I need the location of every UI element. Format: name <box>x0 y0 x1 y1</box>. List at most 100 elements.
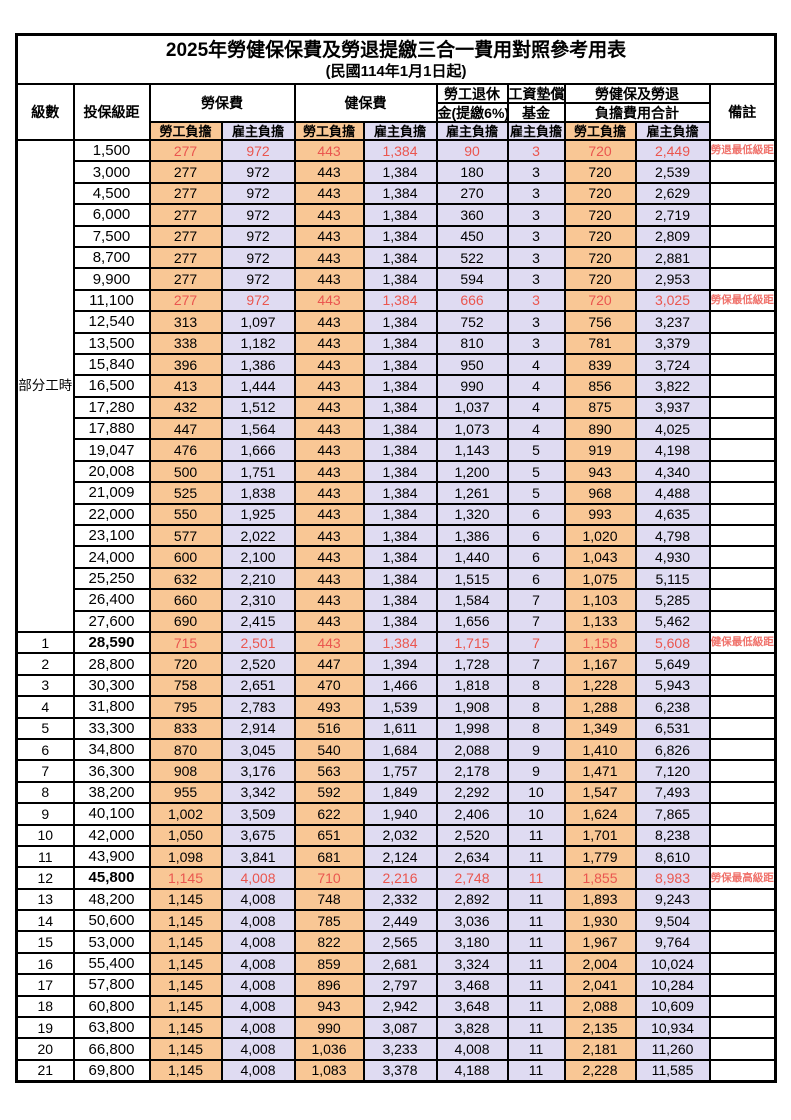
remark-cell <box>708 1015 777 1040</box>
wage-fund-employer-cell: 6 <box>506 524 566 548</box>
remark-cell <box>708 609 777 634</box>
health-ins-employee-cell: 443 <box>293 481 365 505</box>
table-row: 7,500 277 972 443 1,384 450 3 720 2,809 <box>17 224 777 248</box>
health-ins-employee-cell: 443 <box>293 245 365 270</box>
wage-fund-employer-cell: 11 <box>506 930 566 954</box>
wage-fund-employer-cell: 11 <box>506 1015 566 1040</box>
level-cell: 1 <box>15 630 75 655</box>
level-cell: 2 <box>15 652 75 676</box>
health-ins-employee-cell: 443 <box>293 374 365 398</box>
labor-ins-employer-cell: 2,783 <box>220 695 296 719</box>
labor-ins-employer-cell: 972 <box>220 267 296 291</box>
health-ins-employer-cell: 1,384 <box>362 481 438 505</box>
labor-ins-employee-cell: 1,145 <box>148 866 223 890</box>
labor-ins-employer-cell: 3,045 <box>220 737 296 762</box>
remark-cell <box>708 352 777 377</box>
total-employee-cell: 1,133 <box>563 609 637 634</box>
table-row: 27,600 690 2,415 443 1,384 1,656 7 1,133 5,462 <box>17 609 777 634</box>
labor-ins-employee-cell: 715 <box>148 630 223 655</box>
labor-ins-employer-cell: 4,008 <box>220 887 296 912</box>
total-employer-cell: 2,539 <box>634 160 711 184</box>
level-cell: 19 <box>15 1015 75 1040</box>
level-cell: 13 <box>15 887 75 912</box>
health-ins-employee-cell: 443 <box>293 395 365 420</box>
wage-fund-employer-cell: 11 <box>506 866 566 890</box>
bracket-cell: 28,590 <box>72 630 151 655</box>
remark-cell: 健保最低級距 <box>708 630 777 655</box>
bracket-cell: 17,280 <box>72 395 151 420</box>
subheader-labor-employee: 勞工負擔 <box>148 121 223 141</box>
health-ins-employee-cell: 443 <box>293 609 365 634</box>
health-ins-employer-cell: 1,384 <box>362 181 438 206</box>
total-employee-cell: 2,088 <box>563 994 637 1019</box>
remark-cell <box>708 267 777 291</box>
labor-ins-employee-cell: 1,145 <box>148 951 223 976</box>
table-row: 3 30,300 758 2,651 470 1,466 1,818 8 1,228 5,943 <box>15 673 777 698</box>
level-cell: 12 <box>15 866 75 890</box>
labor-ins-employee-cell: 338 <box>148 331 223 355</box>
table-row: 9 40,100 1,002 3,509 622 1,940 2,406 10 1,624 7,8… <box>15 802 777 826</box>
health-ins-employee-cell: 443 <box>293 160 365 184</box>
bracket-cell: 21,009 <box>72 481 151 505</box>
labor-ins-employer-cell: 972 <box>220 288 296 313</box>
health-ins-employee-cell: 592 <box>293 780 365 805</box>
col-header-wage-fund-line2: 基金 <box>506 102 566 123</box>
total-employee-cell: 781 <box>563 331 637 355</box>
wage-fund-employer-cell: 4 <box>506 374 566 398</box>
wage-fund-employer-cell: 10 <box>506 802 566 826</box>
labor-ins-employer-cell: 1,097 <box>220 310 296 334</box>
bracket-cell: 57,800 <box>72 973 151 997</box>
level-cell: 9 <box>15 802 75 826</box>
table-row: 8,700 277 972 443 1,384 522 3 720 2,881 <box>17 245 777 270</box>
bracket-cell: 48,200 <box>72 887 151 912</box>
labor-ins-employee-cell: 577 <box>148 524 223 548</box>
level-cell: 11 <box>15 844 75 869</box>
level-cell: 5 <box>15 716 75 740</box>
labor-ins-employer-cell: 2,651 <box>220 673 296 698</box>
total-employee-cell: 2,135 <box>563 1015 637 1040</box>
remark-cell: 勞退最低級距 <box>708 138 777 163</box>
level-cell: 16 <box>15 951 75 976</box>
level-cell: 6 <box>15 737 75 762</box>
total-employee-cell: 943 <box>563 459 637 484</box>
wage-fund-employer-cell: 6 <box>506 545 566 569</box>
labor-ins-employee-cell: 1,145 <box>148 1058 223 1083</box>
total-employer-cell: 4,798 <box>634 524 711 548</box>
health-ins-employer-cell: 1,466 <box>362 673 438 698</box>
health-ins-employer-cell: 1,384 <box>362 459 438 484</box>
bracket-cell: 22,000 <box>72 502 151 527</box>
total-employee-cell: 2,041 <box>563 973 637 997</box>
level-cell: 15 <box>15 930 75 954</box>
labor-ins-employer-cell: 4,008 <box>220 1037 296 1061</box>
health-ins-employer-cell: 1,384 <box>362 374 438 398</box>
labor-ins-employer-cell: 2,100 <box>220 545 296 569</box>
pension-employer-cell: 2,634 <box>435 844 509 869</box>
total-employee-cell: 756 <box>563 310 637 334</box>
labor-ins-employer-cell: 2,310 <box>220 588 296 612</box>
wage-fund-employer-cell: 11 <box>506 1058 566 1083</box>
total-employer-cell: 6,531 <box>634 716 711 740</box>
health-ins-employer-cell: 1,384 <box>362 524 438 548</box>
col-header-wage-fund-line1: 工資墊償 <box>506 83 566 104</box>
health-ins-employer-cell: 1,384 <box>362 160 438 184</box>
table-row: 10 42,000 1,050 3,675 651 2,032 2,520 11 1,701 8,… <box>15 823 777 847</box>
labor-ins-employee-cell: 833 <box>148 716 223 740</box>
table-row: 23,100 577 2,022 443 1,384 1,386 6 1,020 4,798 <box>17 524 777 548</box>
health-ins-employer-cell: 2,332 <box>362 887 438 912</box>
pension-employer-cell: 1,998 <box>435 716 509 740</box>
health-ins-employee-cell: 1,036 <box>293 1037 365 1061</box>
bracket-cell: 36,300 <box>72 759 151 783</box>
labor-ins-employer-cell: 4,008 <box>220 951 296 976</box>
labor-ins-employer-cell: 2,914 <box>220 716 296 740</box>
remark-cell <box>708 695 777 719</box>
remark-cell <box>708 588 777 612</box>
bracket-cell: 60,800 <box>72 994 151 1019</box>
remark-cell <box>708 331 777 355</box>
health-ins-employee-cell: 443 <box>293 502 365 527</box>
remark-cell <box>708 459 777 484</box>
total-employee-cell: 720 <box>563 181 637 206</box>
bracket-cell: 66,800 <box>72 1037 151 1061</box>
total-employee-cell: 720 <box>563 160 637 184</box>
labor-ins-employee-cell: 1,145 <box>148 1037 223 1061</box>
remark-cell <box>708 951 777 976</box>
